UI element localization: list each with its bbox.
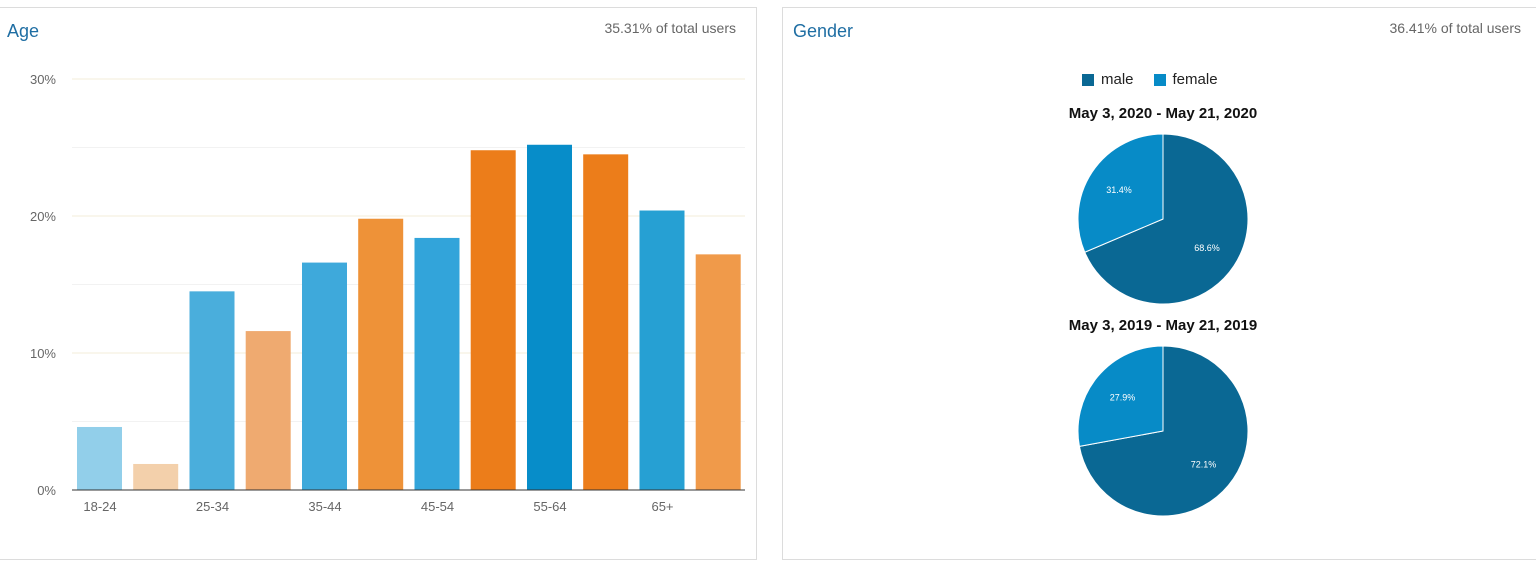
legend-swatch-male [1082,73,1094,86]
age-bar-35-44-series-2[interactable] [358,218,404,491]
age-bar-25-34-series-1[interactable] [189,291,235,490]
pie-slice-label-male: 68.6% [1194,243,1220,253]
age-bar-65+-series-2[interactable] [695,254,741,490]
y-tick-label: 20% [30,209,56,224]
legend-item-male[interactable]: male [1082,71,1134,88]
x-tick-label: 45-54 [421,499,454,514]
pie-title: May 3, 2020 - May 21, 2020 [1069,105,1257,122]
age-bar-18-24-series-2[interactable] [133,463,179,490]
legend-label-male: male [1101,71,1134,88]
pie-title: May 3, 2019 - May 21, 2019 [1069,317,1257,334]
legend-label-female: female [1172,71,1218,88]
age-bar-25-34-series-2[interactable] [245,331,291,490]
age-panel-title: Age [7,21,40,41]
legend-swatch-female [1153,73,1166,86]
age-bar-chart: 0% 10% 20% 30% 18-24 25-34 35-44 45-54 55-64 65+ [30,72,745,514]
gender-panel-title: Gender [793,21,854,41]
y-tick-label: 10% [30,346,56,361]
pie-slice-female[interactable] [1077,133,1164,253]
legend-item-female[interactable]: female [1153,71,1218,88]
age-bar-35-44-series-1[interactable] [302,262,347,490]
age-bar-65+-series-1[interactable] [639,210,685,490]
age-bar-55-64-series-2[interactable] [583,154,629,490]
x-tick-label: 65+ [651,499,673,514]
age-total-users-share: 35.31% of total users [604,20,736,36]
pie-slice-label-female: 27.9% [1110,392,1136,402]
y-tick-label: 0% [37,483,56,498]
age-bar-45-54-series-1[interactable] [414,237,460,490]
x-tick-label: 25-34 [196,499,229,514]
y-tick-label: 30% [30,72,56,87]
pie-slice-male[interactable] [1084,133,1249,305]
x-tick-label: 18-24 [83,499,116,514]
x-tick-label: 55-64 [533,499,566,514]
gender-pie-charts: May 3, 2020 - May 21, 2020 68.6% 31.4% May … [1069,105,1257,517]
pie-slice-female[interactable] [1077,345,1164,447]
pie-slice-label-female: 31.4% [1106,185,1132,195]
age-bar-18-24-series-1[interactable] [77,426,122,490]
x-tick-label: 35-44 [308,499,341,514]
age-chart-panel: Age 35.31% of total users 0% 10% 20% 30% 18-… [0,7,757,560]
gender-legend: male female [1082,71,1218,88]
age-bar-55-64-series-1[interactable] [527,144,572,490]
pie-slice-male[interactable] [1078,345,1249,517]
gender-total-users-share: 36.41% of total users [1389,20,1521,36]
age-bar-45-54-series-2[interactable] [470,150,516,491]
pie-slice-label-male: 72.1% [1191,460,1217,470]
gender-chart-panel: Gender 36.41% of total users male female… [782,7,1536,560]
